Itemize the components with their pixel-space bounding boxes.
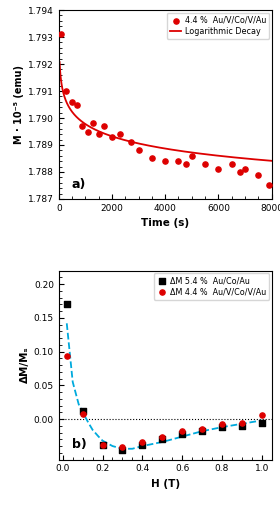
Text: a): a) — [72, 178, 86, 190]
ΔM 4.4 %  Au/V/Co/V/Au — [100, 441, 105, 449]
4.4 %  Au/V/Co/V/Au — [96, 130, 101, 138]
X-axis label: Time (s): Time (s) — [141, 218, 189, 228]
ΔM 5.4 %  Au/Co/Au — [200, 427, 204, 435]
Text: b): b) — [72, 438, 86, 451]
ΔM 4.4 %  Au/V/Co/V/Au — [64, 351, 69, 360]
4.4 %  Au/V/Co/V/Au — [267, 181, 271, 189]
Logarithmic Decay — [58, 59, 61, 65]
ΔM 4.4 %  Au/V/Co/V/Au — [120, 443, 125, 451]
4.4 %  Au/V/Co/V/Au — [163, 157, 167, 165]
4.4 %  Au/V/Co/V/Au — [69, 98, 74, 106]
4.4 %  Au/V/Co/V/Au — [229, 160, 234, 168]
4.4 %  Au/V/Co/V/Au — [216, 165, 221, 173]
ΔM 4.4 %  Au/V/Co/V/Au — [220, 421, 224, 429]
ΔM 5.4 %  Au/Co/Au — [100, 441, 105, 449]
ΔM 4.4 %  Au/V/Co/V/Au — [200, 425, 204, 433]
4.4 %  Au/V/Co/V/Au — [128, 138, 133, 146]
4.4 %  Au/V/Co/V/Au — [64, 87, 69, 95]
4.4 %  Au/V/Co/V/Au — [184, 160, 189, 168]
4.4 %  Au/V/Co/V/Au — [75, 100, 79, 109]
4.4 %  Au/V/Co/V/Au — [150, 155, 154, 163]
Y-axis label: ΔM/Mₛ: ΔM/Mₛ — [20, 347, 30, 383]
ΔM 5.4 %  Au/Co/Au — [259, 419, 264, 427]
Logarithmic Decay — [270, 158, 273, 164]
4.4 %  Au/V/Co/V/Au — [91, 119, 95, 127]
ΔM 4.4 %  Au/V/Co/V/Au — [160, 433, 164, 441]
ΔM 4.4 %  Au/V/Co/V/Au — [259, 411, 264, 419]
4.4 %  Au/V/Co/V/Au — [59, 30, 63, 38]
4.4 %  Au/V/Co/V/Au — [102, 122, 106, 130]
ΔM 5.4 %  Au/Co/Au — [239, 422, 244, 430]
ΔM 5.4 %  Au/Co/Au — [160, 435, 164, 443]
ΔM 4.4 %  Au/V/Co/V/Au — [239, 419, 244, 427]
4.4 %  Au/V/Co/V/Au — [86, 127, 90, 135]
4.4 %  Au/V/Co/V/Au — [118, 130, 122, 138]
4.4 %  Au/V/Co/V/Au — [243, 165, 247, 173]
X-axis label: H (T): H (T) — [151, 479, 180, 489]
ΔM 5.4 %  Au/Co/Au — [64, 300, 69, 309]
Logarithmic Decay — [241, 155, 244, 161]
4.4 %  Au/V/Co/V/Au — [237, 168, 242, 176]
ΔM 5.4 %  Au/Co/Au — [140, 441, 144, 449]
Logarithmic Decay — [186, 149, 190, 155]
ΔM 4.4 %  Au/V/Co/V/Au — [80, 410, 85, 418]
Legend: 4.4 %  Au/V/Co/V/Au, Logarithmic Decay: 4.4 % Au/V/Co/V/Au, Logarithmic Decay — [167, 13, 269, 39]
Logarithmic Decay — [193, 150, 196, 156]
4.4 %  Au/V/Co/V/Au — [176, 157, 181, 165]
Logarithmic Decay — [181, 148, 185, 155]
ΔM 5.4 %  Au/Co/Au — [220, 423, 224, 431]
ΔM 5.4 %  Au/Co/Au — [120, 446, 125, 454]
4.4 %  Au/V/Co/V/Au — [190, 152, 194, 160]
Y-axis label: M · 10⁻⁵ (emu): M · 10⁻⁵ (emu) — [14, 65, 24, 144]
ΔM 5.4 %  Au/Co/Au — [80, 407, 85, 415]
4.4 %  Au/V/Co/V/Au — [80, 122, 85, 130]
4.4 %  Au/V/Co/V/Au — [110, 133, 114, 141]
4.4 %  Au/V/Co/V/Au — [203, 160, 207, 168]
Line: Logarithmic Decay: Logarithmic Decay — [60, 62, 272, 161]
Legend: ΔM 5.4 %  Au/Co/Au, ΔM 4.4 %  Au/V/Co/V/Au: ΔM 5.4 % Au/Co/Au, ΔM 4.4 % Au/V/Co/V/Au — [154, 273, 269, 299]
4.4 %  Au/V/Co/V/Au — [256, 171, 260, 179]
ΔM 5.4 %  Au/Co/Au — [180, 430, 184, 438]
Logarithmic Decay — [71, 110, 74, 116]
ΔM 4.4 %  Au/V/Co/V/Au — [140, 438, 144, 446]
4.4 %  Au/V/Co/V/Au — [136, 146, 141, 155]
Logarithmic Decay — [219, 153, 222, 159]
ΔM 4.4 %  Au/V/Co/V/Au — [180, 427, 184, 435]
